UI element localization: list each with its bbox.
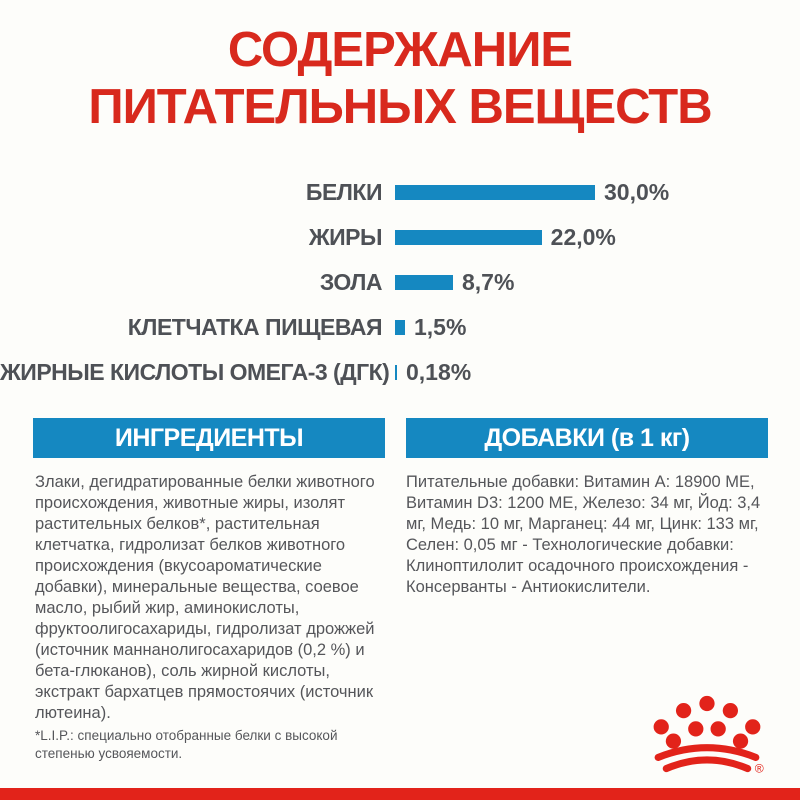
chart-category-label: КЛЕТЧАТКА ПИЩЕВАЯ [127, 314, 383, 340]
chart-category-label: ЖИРЫ [308, 224, 383, 250]
crown-dot [710, 721, 726, 737]
chart-bar [395, 320, 405, 335]
chart-row: ЗОЛА 8,7% [0, 260, 800, 305]
chart-value-label: 30,0% [604, 179, 670, 205]
crown-dot [675, 702, 692, 719]
chart-row: ЖИРЫ 22,0% [0, 215, 800, 260]
crown-dot [665, 733, 682, 749]
crown-dot [699, 695, 715, 712]
chart-bar [395, 275, 453, 290]
chart-bar [395, 230, 542, 245]
crown-dot [653, 719, 669, 735]
additives-header: ДОБАВКИ (в 1 кг) [406, 418, 768, 458]
additives-body: Питательные добавки: Витамин A: 18900 ME… [406, 472, 778, 598]
crown-dot [732, 733, 749, 749]
royal-canin-crown-icon: ® [653, 695, 764, 776]
page-title-line2: ПИТАТЕЛЬНЫХ ВЕЩЕСТВ [88, 80, 712, 134]
chart-value-label: 1,5% [414, 314, 467, 340]
page-title-line1: СОДЕРЖАНИЕ [227, 23, 573, 77]
chart-category-label: БЕЛКИ [305, 179, 383, 205]
crown-dot [722, 702, 738, 719]
crown-dot [745, 719, 761, 735]
chart-value-label: 8,7% [462, 269, 515, 295]
chart-row: ЖИРНЫЕ КИСЛОТЫ ОМЕГА-3 (ДГК) 0,18% [0, 350, 800, 395]
ingredients-body: Злаки, дегидратированные белки животного… [35, 472, 393, 763]
chart-row: КЛЕТЧАТКА ПИЩЕВАЯ 1,5% [0, 305, 800, 350]
ingredients-header: ИНГРЕДИЕНТЫ [33, 418, 385, 458]
chart-category-label: ЗОЛА [319, 269, 383, 295]
brand-logo: ® [648, 694, 768, 776]
chart-row: БЕЛКИ 30,0% [0, 170, 800, 215]
chart-bar [395, 185, 595, 200]
nutrient-bar-chart: БЕЛКИ 30,0% ЖИРЫ 22,0% ЗОЛА 8,7% КЛЕТЧАТКА ПИЩ… [0, 170, 800, 395]
crown-dot [688, 721, 704, 737]
chart-value-label: 0,18% [406, 359, 472, 385]
chart-category-label: ЖИРНЫЕ КИСЛОТЫ ОМЕГА-3 (ДГК) [0, 359, 390, 385]
bottom-red-stripe [0, 788, 800, 800]
registered-mark: ® [755, 762, 764, 774]
lip-footnote: *L.I.P.: специально отобранные белки с в… [35, 728, 338, 761]
ingredients-text: Злаки, дегидратированные белки животного… [35, 473, 375, 722]
chart-value-label: 22,0% [550, 224, 616, 250]
page-title: СОДЕРЖАНИЕ ПИТАТЕЛЬНЫХ ВЕЩЕСТВ [0, 22, 800, 136]
chart-bar [395, 365, 397, 380]
additives-text: Питательные добавки: Витамин A: 18900 ME… [406, 473, 761, 596]
